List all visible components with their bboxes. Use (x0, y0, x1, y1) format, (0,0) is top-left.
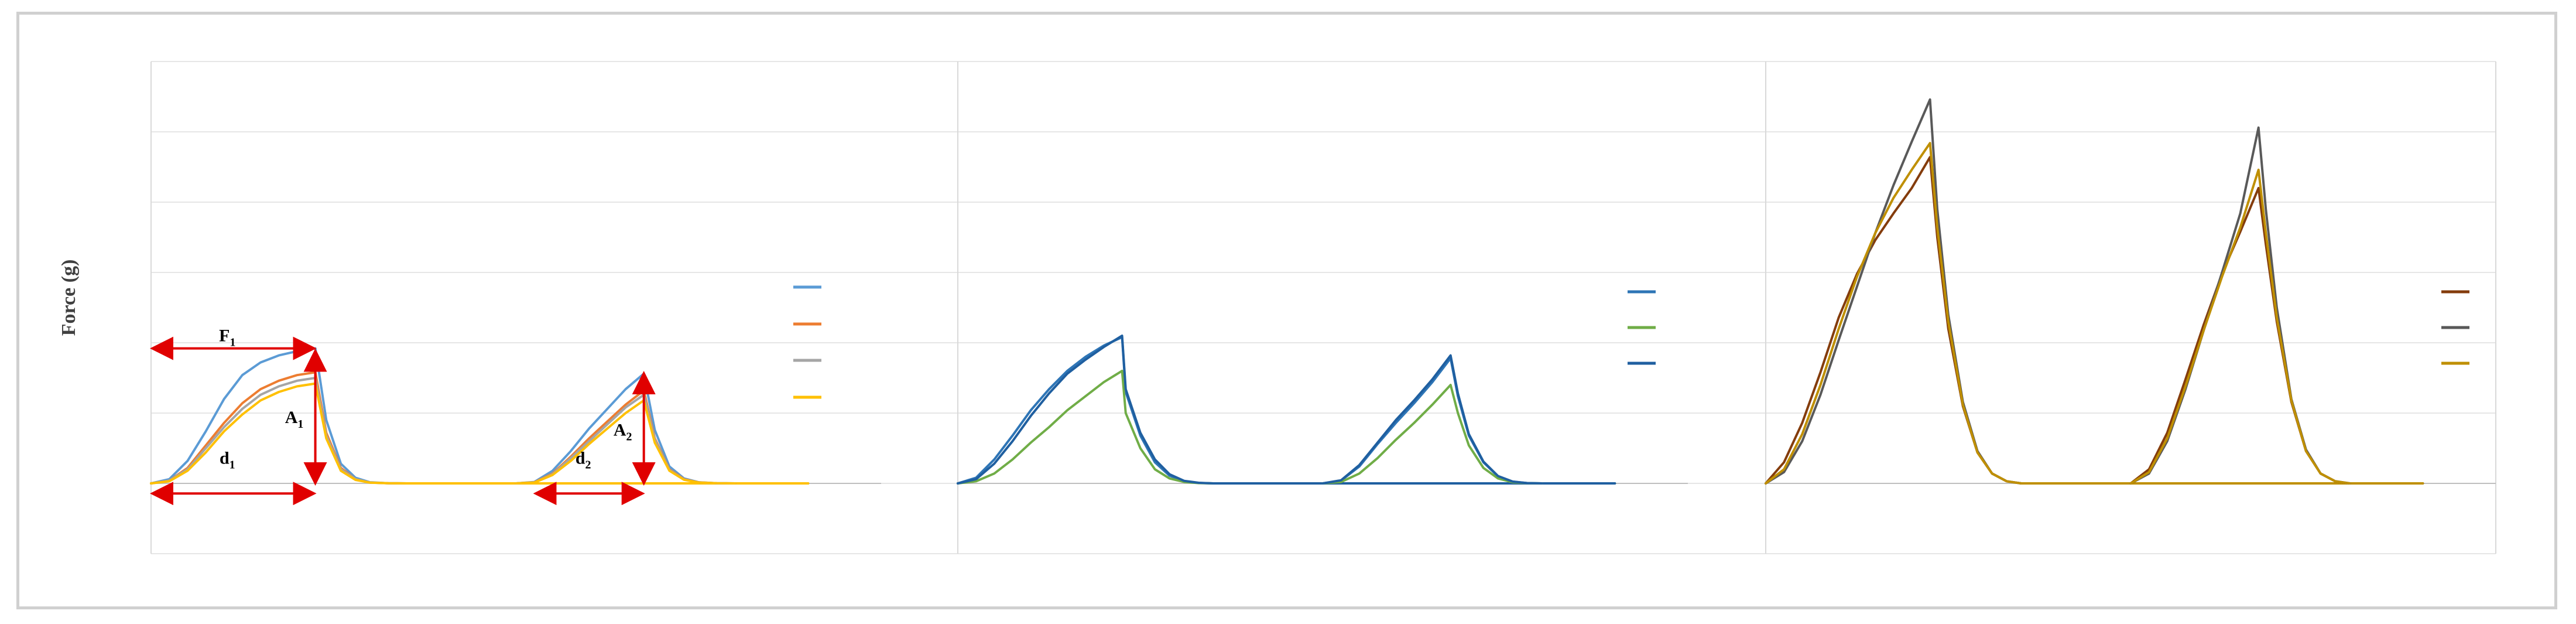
series-line-fi (150, 377, 810, 485)
series-line-lpi (1765, 142, 2424, 485)
series-line-rp (957, 336, 1616, 485)
d2-label: d2 (576, 448, 591, 471)
series-line-li (1765, 98, 2424, 485)
series-line-ri (957, 370, 1616, 485)
f1-label: F1 (219, 326, 235, 349)
a1-label-letter: A (285, 408, 298, 427)
a1-label-subscript: 1 (297, 418, 303, 431)
series-line-li (2129, 126, 2351, 485)
series-line-lp (2129, 187, 2351, 485)
grid-layer (150, 61, 2496, 554)
a2-label: A2 (614, 420, 632, 443)
series-line-lpi (2129, 168, 2351, 485)
series-line-lp (1765, 156, 2424, 485)
panel-a (150, 285, 881, 485)
d1-label-letter: d (220, 448, 229, 468)
a1-label: A1 (285, 408, 304, 431)
series-line-fp (150, 371, 810, 485)
d1-label-subscript: 1 (229, 458, 235, 471)
series-line-rpi (1321, 354, 1543, 485)
f1-label-subscript: 1 (229, 336, 235, 349)
f1-label-letter: F (219, 326, 229, 346)
series-line-ri (1321, 384, 1543, 485)
a2-label-subscript: 2 (626, 430, 632, 443)
d2-label-subscript: 2 (585, 458, 591, 471)
series-line-rpi (957, 335, 1616, 485)
d1-label: d1 (220, 448, 235, 471)
y-axis-title: Force (g) (58, 260, 80, 336)
panel-c (1765, 98, 2496, 485)
a2-label-letter: A (614, 420, 626, 439)
figure-frame (16, 12, 2557, 609)
series-line-rp (1321, 357, 1543, 485)
panel-b (957, 290, 1688, 485)
d2-label-letter: d (576, 448, 585, 468)
series-line-fpi (150, 382, 810, 485)
series-line-control (150, 347, 810, 485)
